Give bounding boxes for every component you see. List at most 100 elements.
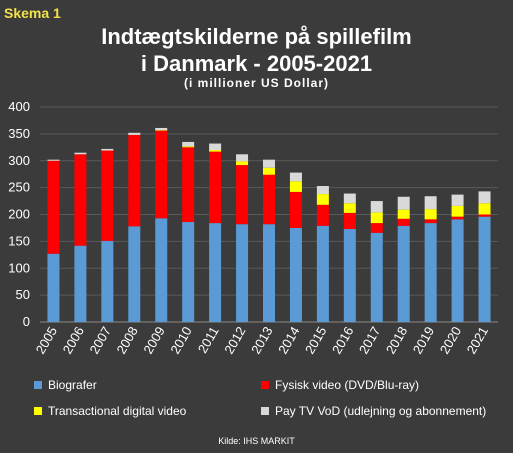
bar-segment-biografer	[289, 227, 302, 322]
bar-segment-transactional	[236, 161, 249, 166]
bar-segment-fysisk-video	[263, 174, 275, 225]
bar-segment-fysisk-video	[74, 154, 87, 246]
x-tick-label: 2019	[410, 324, 437, 357]
bar-segment-transactional	[451, 205, 464, 217]
y-tick-label: 200	[8, 207, 30, 222]
bar-segment-pay-tv	[397, 196, 410, 210]
bar-segment-fysisk-video	[101, 150, 114, 241]
x-tick-label: 2017	[356, 324, 383, 357]
x-tick-label: 2016	[329, 324, 356, 357]
bar-segment-transactional	[263, 167, 275, 175]
bar-segment-transactional	[182, 146, 195, 148]
bar-segment-pay-tv	[451, 194, 464, 206]
bar-segment-biografer	[74, 245, 87, 322]
bar-segment-pay-tv	[478, 191, 491, 204]
x-tick-label: 2011	[195, 324, 222, 356]
legend-label-transactional: Transactional digital video	[48, 404, 187, 418]
y-tick-label: 400	[8, 99, 30, 114]
y-tick-label: 100	[8, 260, 30, 275]
bar-segment-pay-tv	[370, 201, 383, 213]
bar-segment-fysisk-video	[451, 216, 464, 220]
bar-segment-pay-tv	[424, 196, 437, 210]
bar-segment-biografer	[316, 225, 329, 322]
x-tick-label: 2021	[464, 324, 491, 357]
bar-segment-biografer	[182, 222, 195, 322]
legend-label-biografer: Biografer	[48, 378, 97, 392]
legend-swatch-biografer	[34, 381, 42, 389]
bar-segment-pay-tv	[182, 141, 195, 147]
bar-segment-biografer	[47, 253, 60, 322]
bar-segment-pay-tv	[155, 127, 168, 131]
bar-segment-fysisk-video	[47, 160, 60, 254]
bar-segment-transactional	[397, 209, 410, 219]
bar-segment-pay-tv	[316, 186, 329, 195]
bar-segment-transactional	[370, 212, 383, 224]
x-tick-label: 2008	[113, 324, 140, 357]
bar-segment-transactional	[209, 150, 222, 152]
bar-segment-pay-tv	[128, 132, 141, 135]
x-tick-label: 2013	[248, 324, 275, 357]
legend-swatch-transactional	[34, 407, 42, 415]
bar-segment-transactional	[478, 203, 491, 215]
bar-segment-biografer	[478, 216, 491, 322]
bar-segment-biografer	[209, 223, 222, 322]
x-tick-label: 2015	[302, 324, 329, 357]
x-tick-label: 2020	[437, 324, 464, 357]
bar-segment-fysisk-video	[370, 223, 383, 233]
bar-segment-transactional	[424, 209, 437, 220]
bar-segment-pay-tv	[209, 143, 222, 150]
bar-segment-biografer	[263, 224, 275, 322]
bar-segment-biografer	[370, 232, 383, 322]
chart-title-line-2: i Danmark - 2005-2021	[140, 51, 373, 76]
legend-label-pay-tv: Pay TV VoD (udlejning og abonnement)	[275, 404, 487, 418]
bar-segment-biografer	[397, 225, 410, 322]
legend-item-fysisk-video: Fysisk video (DVD/Blu-ray)	[261, 378, 419, 392]
y-tick-label: 50	[16, 287, 30, 302]
bar-segment-pay-tv	[74, 152, 87, 155]
x-tick-label: 2007	[86, 324, 113, 357]
bar-segment-fysisk-video	[155, 130, 168, 219]
bar-segment-pay-tv	[101, 148, 114, 151]
y-tick-label: 250	[8, 180, 30, 195]
bar-segment-biografer	[451, 219, 464, 322]
bar-segment-fysisk-video	[128, 134, 141, 227]
bar-segment-biografer	[424, 223, 437, 322]
bar-segment-fysisk-video	[289, 191, 302, 228]
x-tick-label: 2012	[221, 324, 248, 357]
y-tick-label: 0	[23, 314, 30, 329]
bar-segment-transactional	[289, 181, 302, 192]
bar-segment-biografer	[101, 240, 114, 322]
legend-swatch-pay-tv	[261, 407, 269, 415]
bar-segment-pay-tv	[236, 154, 249, 162]
y-tick-label: 350	[8, 126, 30, 141]
bar-segment-fysisk-video	[236, 165, 249, 225]
x-tick-label: 2006	[60, 324, 87, 357]
bar-segment-pay-tv	[47, 159, 60, 161]
x-tick-label: 2005	[33, 324, 60, 357]
x-tick-label: 2010	[167, 324, 194, 357]
bar-segment-pay-tv	[289, 172, 302, 182]
x-tick-label: 2014	[275, 324, 302, 357]
legend-item-biografer: Biografer	[34, 378, 97, 392]
legend-label-fysisk-video: Fysisk video (DVD/Blu-ray)	[275, 378, 420, 392]
bar-segment-transactional	[155, 130, 168, 131]
bar-segment-pay-tv	[263, 159, 275, 168]
bar-segment-biografer	[155, 218, 168, 322]
bar-segment-transactional	[343, 203, 356, 213]
bar-segment-transactional	[316, 194, 329, 205]
bar-segment-fysisk-video	[478, 214, 491, 217]
bar-segment-biografer	[128, 226, 141, 322]
bar-segment-biografer	[236, 224, 249, 322]
y-tick-label: 150	[8, 233, 30, 248]
figure-badge: Skema 1	[4, 5, 61, 21]
chart-title-line-1: Indtægtskilderne på spillefilm	[101, 24, 412, 49]
x-tick-label: 2009	[140, 324, 167, 357]
legend-item-transactional: Transactional digital video	[34, 404, 186, 418]
bar-segment-fysisk-video	[343, 212, 356, 230]
x-tick-label: 2018	[383, 324, 410, 357]
bar-segment-fysisk-video	[316, 204, 329, 226]
bar-segment-fysisk-video	[397, 218, 410, 226]
chart-subtitle: (i millioner US Dollar)	[183, 76, 329, 90]
